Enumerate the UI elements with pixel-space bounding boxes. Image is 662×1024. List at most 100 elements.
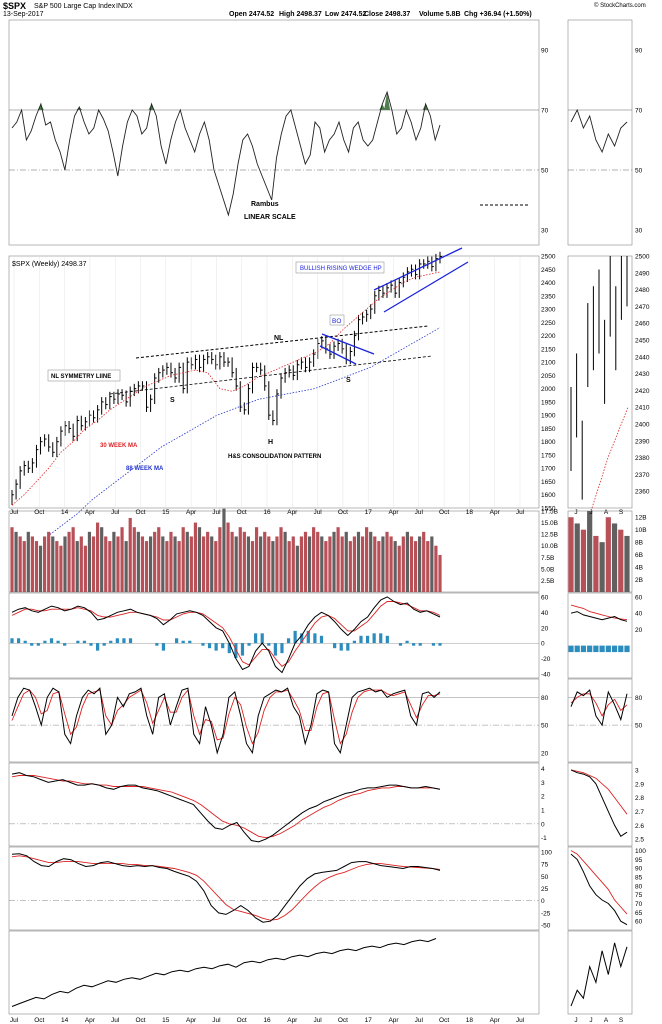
volume-bar (87, 531, 92, 592)
price-x-tick-label: Apr (85, 509, 96, 516)
wedge-upper-line (373, 247, 463, 291)
daily-roc-tick-label: 2.9 (635, 781, 644, 788)
macd-histogram-bar (188, 640, 192, 644)
macd-histogram-bar (267, 643, 271, 646)
high-value: 2498.37 (296, 11, 322, 18)
volume-bar (418, 536, 422, 592)
volume-bar (287, 541, 291, 592)
volume-bar (206, 531, 210, 592)
macd-histogram-bar (49, 638, 54, 644)
rsi-overbought-fill (384, 92, 391, 110)
daily-momentum-tick-label: 75 (635, 892, 643, 899)
volume-bar (132, 527, 136, 592)
x-tick-label: Apr (186, 1017, 197, 1024)
roc-tick-label: 4 (541, 766, 545, 773)
price-x-tick-label: Jul (111, 509, 120, 516)
macd-histogram-bar (207, 643, 212, 649)
volume-bar (434, 545, 438, 592)
daily-panel-frame-price (567, 255, 633, 509)
daily-macd-tick-label: 20 (635, 627, 643, 634)
price-tick-label: 2050 (541, 373, 556, 380)
macd-histogram-bar (161, 643, 166, 651)
roc-tick-label: -1 (541, 835, 547, 842)
macd-histogram-bar (115, 638, 119, 644)
x-tick-label: 18 (466, 1017, 474, 1024)
volume-bar (67, 531, 71, 592)
chg-value: +36.94 (+1.50%) (479, 11, 532, 18)
volume-bar (71, 527, 75, 592)
macd-histogram-bar (379, 633, 383, 644)
macd-histogram-bar (313, 633, 317, 644)
macd-line (11, 596, 441, 674)
price-tick-label: 2450 (541, 267, 556, 274)
macd-histogram-bar (155, 643, 159, 646)
volume-bar (230, 531, 234, 592)
wedge-label: BULLISH RISING WEDGE HP (300, 266, 382, 272)
macd-tick-label: -40 (541, 672, 551, 679)
daily-price-tick-label: 2450 (635, 338, 650, 345)
macd-histogram-bar (23, 640, 27, 644)
daily-macd-histogram-bar (624, 645, 630, 653)
macd-histogram-bar (280, 643, 284, 654)
volume-bar (373, 536, 377, 592)
daily-price-tick-label: 2400 (635, 422, 650, 429)
volume-bar (14, 531, 18, 592)
price-x-tick-label: Oct (338, 509, 348, 516)
volume-bar (112, 531, 116, 592)
macd-histogram-bar (438, 643, 442, 646)
low-value: 2474.52 (340, 11, 367, 18)
volume-bar (238, 527, 242, 592)
volume-bar (348, 541, 352, 592)
panel-frame-roc (8, 762, 540, 847)
price-tick-label: 1750 (541, 452, 556, 459)
volume-bar (283, 531, 287, 592)
volume-tick-label: 10.0B (541, 543, 558, 550)
volume-bar (316, 531, 320, 592)
daily-volume-bar (568, 517, 574, 592)
macd-histogram-bar (102, 643, 106, 646)
macd-histogram-bar (181, 640, 185, 644)
macd-histogram-bar (300, 633, 304, 644)
daily-x-tick-label: S (619, 1017, 624, 1024)
price-x-tick-label: Jul (10, 509, 19, 516)
volume-bar (30, 536, 34, 592)
x-tick-label: 14 (61, 1017, 69, 1024)
volume-bar (210, 536, 214, 592)
macd-histogram-bar (273, 643, 277, 656)
macd-histogram-bar (63, 643, 67, 646)
daily-stoch-slow-line (570, 693, 628, 717)
volume-bar (43, 536, 47, 592)
symmetry-label: NL SYMMETRY LIINE (51, 374, 111, 380)
neckline-trendline (135, 325, 429, 359)
volume-bar (144, 541, 149, 592)
daily-momentum-ma-line (570, 850, 628, 915)
daily-price-tick-label: 2410 (635, 405, 650, 412)
price-tick-label: 2350 (541, 293, 556, 300)
price-tick-label: 1800 (541, 439, 556, 446)
x-tick-label: Oct (237, 1017, 247, 1024)
macd-histogram-bar (175, 638, 179, 644)
volume-bar (426, 541, 430, 592)
price-x-tick-label: Oct (34, 509, 44, 516)
momentum-tick-label: 0 (541, 898, 545, 905)
head-label: H (268, 439, 273, 446)
macd-histogram-bar (333, 643, 337, 649)
volume-bar (430, 536, 434, 592)
price-x-tick-label: Apr (287, 509, 298, 516)
macd-histogram-bar (398, 643, 403, 646)
volume-bar (299, 536, 304, 592)
header-symbol: $SPX (3, 1, 27, 11)
daily-volume-tick-label: 6B (635, 552, 643, 559)
macd-histogram-bar (260, 633, 264, 644)
volume-value: 5.8B (445, 11, 461, 18)
ratio-line (11, 938, 437, 1007)
roc-tick-label: 3 (541, 780, 545, 787)
daily-momentum-tick-label: 90 (635, 866, 643, 873)
macd-histogram-bar (254, 633, 258, 644)
price-x-tick-label: Jul (415, 509, 424, 516)
breakout-label: BO (332, 318, 341, 325)
price-x-tick-label: 16 (263, 509, 271, 516)
daily-volume-tick-label: 12B (635, 515, 647, 522)
volume-bar (242, 531, 246, 592)
price-x-tick-label: Jul (313, 509, 322, 516)
